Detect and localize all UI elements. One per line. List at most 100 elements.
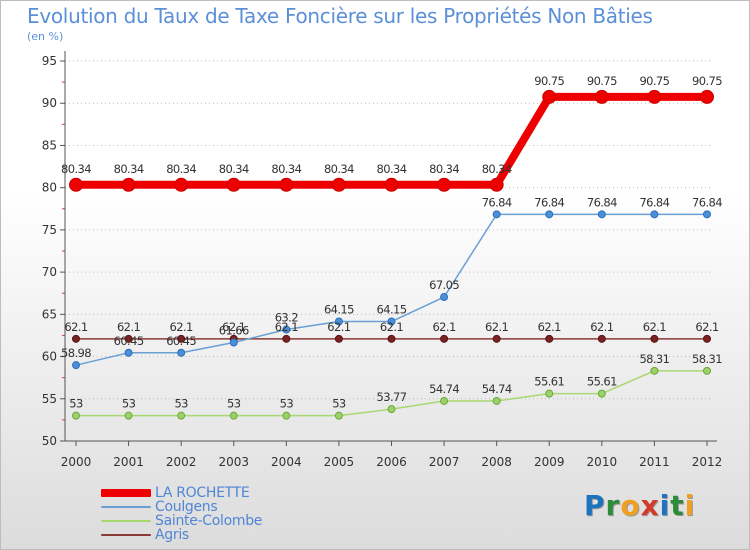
data-label: 53.77 bbox=[377, 390, 407, 404]
data-label: 64.15 bbox=[377, 303, 407, 317]
data-label: 58.31 bbox=[692, 352, 722, 366]
data-point bbox=[650, 366, 659, 375]
chart-unit-label: (en %) bbox=[27, 30, 64, 43]
y-tick-label: 60 bbox=[42, 350, 57, 364]
data-label: 80.34 bbox=[114, 162, 144, 176]
y-tick-label: 70 bbox=[42, 265, 57, 279]
data-point bbox=[545, 389, 554, 398]
data-label: 76.84 bbox=[692, 195, 722, 209]
data-point bbox=[437, 177, 452, 192]
data-label: 62.1 bbox=[380, 320, 403, 334]
logo-letter: i bbox=[659, 489, 671, 522]
data-label: 62.1 bbox=[485, 320, 508, 334]
data-point bbox=[492, 396, 501, 405]
data-point bbox=[72, 361, 80, 370]
data-label: 76.84 bbox=[482, 195, 512, 209]
data-label: 62.1 bbox=[64, 320, 87, 334]
data-label: 76.84 bbox=[639, 195, 669, 209]
legend-swatch bbox=[101, 506, 151, 508]
data-label: 80.34 bbox=[482, 162, 512, 176]
y-tick-label: 90 bbox=[42, 96, 57, 110]
data-point bbox=[384, 177, 399, 192]
data-label: 53 bbox=[69, 397, 83, 411]
data-label: 53 bbox=[122, 397, 136, 411]
legend-label: Coulgens bbox=[155, 499, 218, 515]
y-tick-label: 85 bbox=[42, 138, 57, 152]
data-point bbox=[177, 411, 186, 420]
data-label: 80.34 bbox=[166, 162, 196, 176]
data-point bbox=[545, 210, 554, 219]
logo-letter: o bbox=[620, 489, 641, 522]
data-label: 62.1 bbox=[538, 320, 561, 334]
x-tick-label: 2005 bbox=[324, 455, 355, 469]
data-point bbox=[177, 348, 186, 357]
data-point bbox=[279, 177, 294, 192]
data-point bbox=[334, 411, 343, 420]
data-label: 53 bbox=[280, 397, 294, 411]
data-label: 53 bbox=[174, 397, 188, 411]
data-point bbox=[124, 348, 133, 357]
data-point bbox=[282, 334, 291, 343]
logo-letter: t bbox=[670, 489, 685, 522]
data-label: 63.2 bbox=[275, 311, 298, 325]
x-tick-label: 2006 bbox=[376, 455, 407, 469]
x-tick-label: 2010 bbox=[587, 455, 618, 469]
data-label: 62.1 bbox=[170, 320, 193, 334]
logo-letter: P bbox=[584, 489, 606, 522]
y-tick-label: 95 bbox=[42, 54, 57, 68]
data-point bbox=[331, 177, 346, 192]
data-point bbox=[594, 89, 609, 104]
data-label: 53 bbox=[227, 397, 241, 411]
data-label: 58.31 bbox=[639, 352, 669, 366]
data-point bbox=[226, 177, 241, 192]
data-label: 90.75 bbox=[692, 74, 722, 88]
data-point bbox=[597, 210, 606, 219]
x-tick-label: 2002 bbox=[166, 455, 197, 469]
data-point bbox=[492, 334, 501, 343]
legend-label: Sainte-Colombe bbox=[155, 513, 263, 529]
data-point bbox=[650, 334, 659, 343]
x-tick-label: 2003 bbox=[218, 455, 249, 469]
legend-swatch bbox=[101, 534, 151, 536]
data-label: 90.75 bbox=[587, 74, 617, 88]
data-point bbox=[545, 334, 554, 343]
data-point bbox=[334, 317, 343, 326]
x-tick-label: 2011 bbox=[639, 455, 670, 469]
x-tick-label: 2007 bbox=[429, 455, 460, 469]
data-point bbox=[440, 293, 449, 302]
data-point bbox=[440, 396, 449, 405]
data-label: 55.61 bbox=[587, 375, 617, 389]
data-label: 60.45 bbox=[114, 334, 144, 348]
data-label: 62.1 bbox=[222, 320, 245, 334]
x-tick-label: 2012 bbox=[692, 455, 723, 469]
data-point bbox=[703, 210, 711, 219]
data-label: 80.34 bbox=[61, 162, 91, 176]
y-tick-label: 50 bbox=[42, 434, 57, 448]
data-label: 62.1 bbox=[432, 320, 455, 334]
data-point bbox=[492, 210, 501, 219]
data-label: 53 bbox=[332, 397, 346, 411]
legend-label: LA ROCHETTE bbox=[155, 485, 250, 501]
data-point bbox=[542, 89, 557, 104]
legend-swatch bbox=[101, 520, 151, 522]
data-point bbox=[387, 317, 396, 326]
data-label: 80.34 bbox=[219, 162, 249, 176]
data-point bbox=[177, 334, 186, 343]
data-point bbox=[387, 334, 396, 343]
data-label: 64.15 bbox=[324, 303, 354, 317]
data-point bbox=[229, 411, 238, 420]
x-tick-label: 2008 bbox=[481, 455, 512, 469]
data-point bbox=[124, 411, 133, 420]
data-label: 76.84 bbox=[534, 195, 564, 209]
data-label: 80.34 bbox=[429, 162, 459, 176]
data-point bbox=[174, 177, 189, 192]
data-point bbox=[597, 334, 606, 343]
data-point bbox=[334, 334, 343, 343]
legend-label: Agris bbox=[155, 527, 189, 543]
logo-letter: x bbox=[640, 489, 660, 522]
data-label: 76.84 bbox=[587, 195, 617, 209]
data-point bbox=[703, 366, 711, 375]
data-point bbox=[387, 405, 396, 414]
data-label: 62.1 bbox=[117, 320, 140, 334]
